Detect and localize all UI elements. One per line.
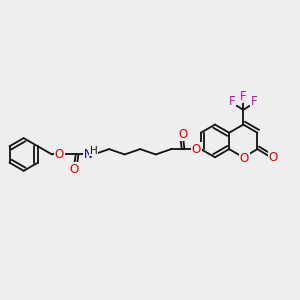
- Text: O: O: [192, 142, 201, 156]
- Text: O: O: [55, 148, 64, 161]
- Text: O: O: [268, 151, 278, 164]
- Text: H: H: [90, 146, 98, 156]
- Text: F: F: [251, 95, 257, 108]
- Text: O: O: [178, 128, 188, 141]
- Text: O: O: [70, 163, 79, 176]
- Text: O: O: [240, 152, 249, 165]
- Text: F: F: [229, 95, 236, 108]
- Text: N: N: [84, 148, 93, 161]
- Text: F: F: [240, 90, 247, 103]
